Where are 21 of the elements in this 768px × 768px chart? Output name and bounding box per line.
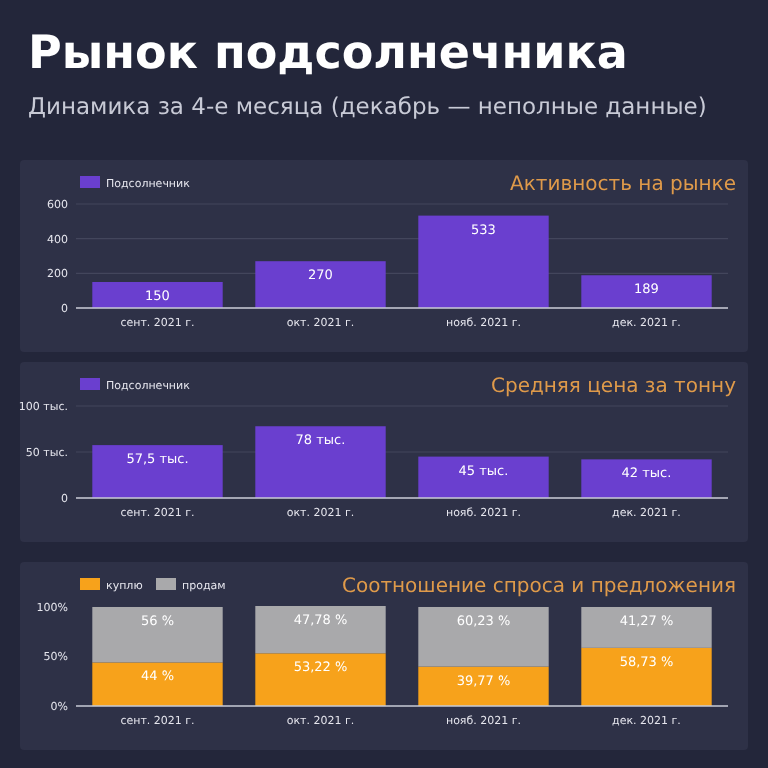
bar (92, 445, 223, 498)
bar (92, 662, 223, 706)
text: Динамика за 4-е месяца (декабрь — неполные данные) (28, 92, 707, 120)
bar (92, 282, 223, 308)
chart-title: Средняя цена за тонну (490, 376, 737, 398)
bar (418, 666, 549, 706)
bar (581, 647, 712, 706)
bar (418, 215, 549, 308)
bar (255, 426, 386, 498)
bar (255, 653, 386, 706)
bar (418, 606, 549, 667)
bar (581, 275, 712, 308)
bar (418, 456, 549, 498)
bar (581, 459, 712, 498)
bar (92, 606, 223, 663)
chart-title: Активность на рынке (510, 174, 736, 196)
text: Рынок подсолнечника (28, 28, 628, 80)
bar (255, 606, 386, 654)
chart-title: Соотношение спроса и предложения (341, 576, 736, 598)
bar (581, 606, 712, 648)
bar (255, 261, 386, 308)
